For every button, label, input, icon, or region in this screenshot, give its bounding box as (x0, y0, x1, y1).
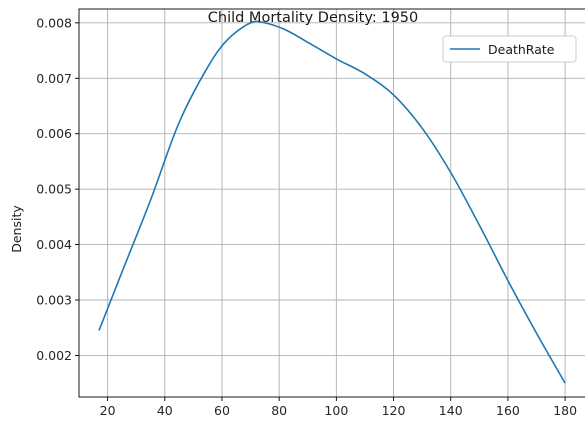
x-tick-label: 120 (382, 403, 406, 418)
y-tick-label: 0.007 (36, 71, 72, 86)
y-axis-label: Density (9, 205, 24, 253)
y-gridlines (79, 22, 585, 356)
y-tick-label: 0.004 (36, 237, 72, 252)
y-tick-label: 0.005 (36, 182, 72, 197)
y-tick-label: 0.003 (36, 293, 72, 308)
y-tick-label: 0.002 (36, 348, 72, 363)
y-tick-label: 0.006 (36, 126, 72, 141)
plot-frame (78, 8, 585, 398)
chart-title: Child Mortality Density: 1950 (208, 10, 419, 26)
legend-box (442, 35, 577, 63)
legend-label-deathrate: DeathRate (488, 42, 555, 57)
series-line-deathrate (98, 20, 566, 384)
y-tick-label: 0.008 (36, 15, 72, 30)
y-ticks: 0.002 0.003 0.004 0.005 0.006 0.007 0.008 (36, 15, 79, 363)
x-tick-label: 160 (496, 403, 520, 418)
x-tick-label: 60 (214, 403, 230, 418)
x-tick-label: 180 (553, 403, 577, 418)
x-tick-label: 100 (324, 403, 348, 418)
x-tick-label: 40 (157, 403, 173, 418)
legend: DeathRate (442, 35, 577, 63)
x-tick-label: 140 (439, 403, 463, 418)
x-ticks: 20 40 60 80 100 120 140 160 180 (100, 397, 577, 418)
x-tick-label: 80 (271, 403, 287, 418)
x-tick-label: 20 (100, 403, 116, 418)
x-gridlines (107, 9, 566, 397)
